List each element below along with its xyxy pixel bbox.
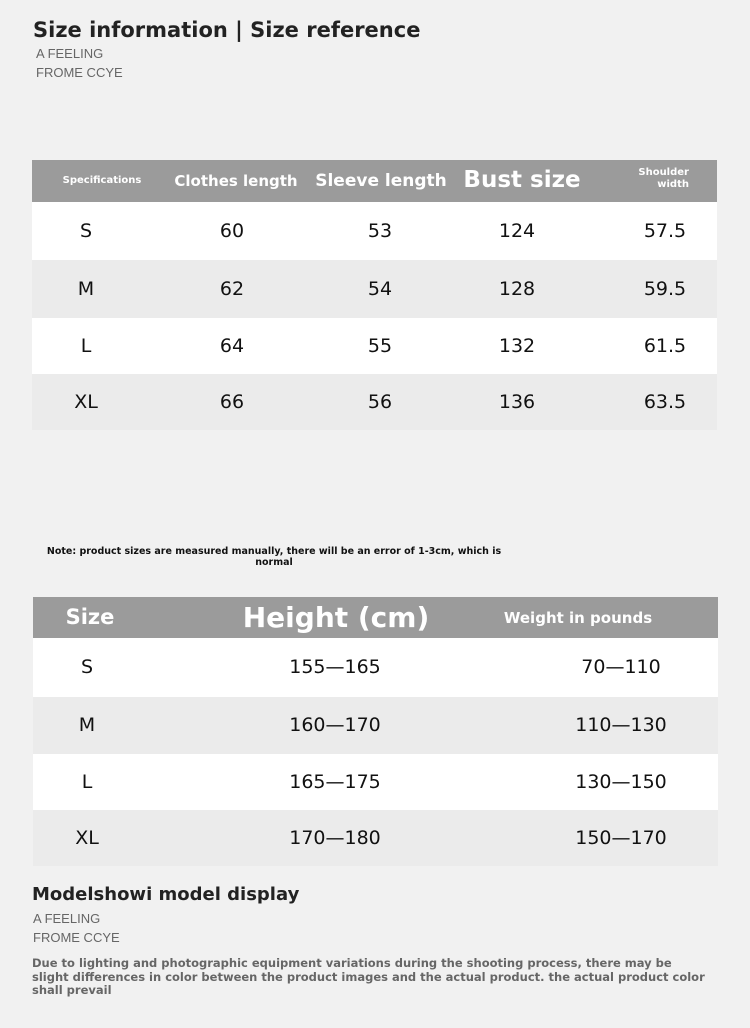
cell: 128 xyxy=(498,277,536,300)
col-clothes-length: Clothes length xyxy=(174,172,298,190)
cell: 56 xyxy=(367,390,393,413)
cell: 59.5 xyxy=(643,277,687,300)
col-weight: Weight in pounds xyxy=(503,608,653,627)
cell: 60 xyxy=(219,219,245,242)
cell: L xyxy=(81,770,93,793)
col-height: Height (cm) xyxy=(242,600,430,634)
cell: XL xyxy=(75,826,99,849)
cell: 150—170 xyxy=(575,826,667,849)
measurement-note: Note: product sizes are measured manuall… xyxy=(46,546,502,568)
cell: M xyxy=(78,714,96,737)
fit-table: Size Height (cm) Weight in pounds S 155—1… xyxy=(33,597,718,866)
size-table-row: S 60 53 124 57.5 xyxy=(32,202,717,260)
cell: 53 xyxy=(367,219,393,242)
cell: 55 xyxy=(367,334,393,357)
fit-table-header: Size Height (cm) Weight in pounds xyxy=(33,597,718,638)
fit-table-row: M 160—170 110—130 xyxy=(33,697,718,754)
cell: 124 xyxy=(498,219,536,242)
color-disclaimer: Due to lighting and photographic equipme… xyxy=(32,956,705,997)
col-size: Size xyxy=(65,604,115,629)
size-table-row: XL 66 56 136 63.5 xyxy=(32,374,717,430)
col-sleeve-length: Sleeve length xyxy=(315,170,447,191)
cell: L xyxy=(80,334,92,357)
subtitle-line-2: FROME CCYE xyxy=(36,65,123,80)
col-shoulder-width: Shoulder width xyxy=(638,167,689,190)
cell: S xyxy=(79,219,93,242)
page-title: Size information | Size reference xyxy=(33,18,421,42)
cell: 132 xyxy=(498,334,536,357)
col-specifications: Specifications xyxy=(62,175,142,186)
size-table: Specifications Clothes length Sleeve len… xyxy=(32,160,717,430)
cell: 136 xyxy=(498,390,536,413)
col-bust-size: Bust size xyxy=(463,167,581,194)
cell: 61.5 xyxy=(643,334,687,357)
subtitle-line-1: A FEELING xyxy=(36,46,104,61)
cell: 70—110 xyxy=(581,656,661,679)
cell: M xyxy=(77,277,95,300)
cell: XL xyxy=(74,390,98,413)
cell: 110—130 xyxy=(575,714,667,737)
size-table-header: Specifications Clothes length Sleeve len… xyxy=(32,160,717,202)
size-table-row: M 62 54 128 59.5 xyxy=(32,260,717,318)
cell: 66 xyxy=(219,390,245,413)
model-display-title: Modelshowi model display xyxy=(32,884,300,905)
cell: S xyxy=(80,656,94,679)
cell: 62 xyxy=(219,277,245,300)
fit-table-row: L 165—175 130—150 xyxy=(33,754,718,810)
footer-sub-2: FROME CCYE xyxy=(33,930,120,945)
footer-sub-1: A FEELING xyxy=(33,911,101,926)
fit-table-row: XL 170—180 150—170 xyxy=(33,810,718,866)
cell: 54 xyxy=(367,277,393,300)
cell: 63.5 xyxy=(643,390,687,413)
size-table-row: L 64 55 132 61.5 xyxy=(32,318,717,374)
fit-table-row: S 155—165 70—110 xyxy=(33,638,718,697)
cell: 170—180 xyxy=(289,826,381,849)
cell: 155—165 xyxy=(289,656,381,679)
cell: 160—170 xyxy=(289,714,381,737)
cell: 165—175 xyxy=(289,770,381,793)
cell: 64 xyxy=(219,334,245,357)
cell: 57.5 xyxy=(643,219,687,242)
cell: 130—150 xyxy=(575,770,667,793)
